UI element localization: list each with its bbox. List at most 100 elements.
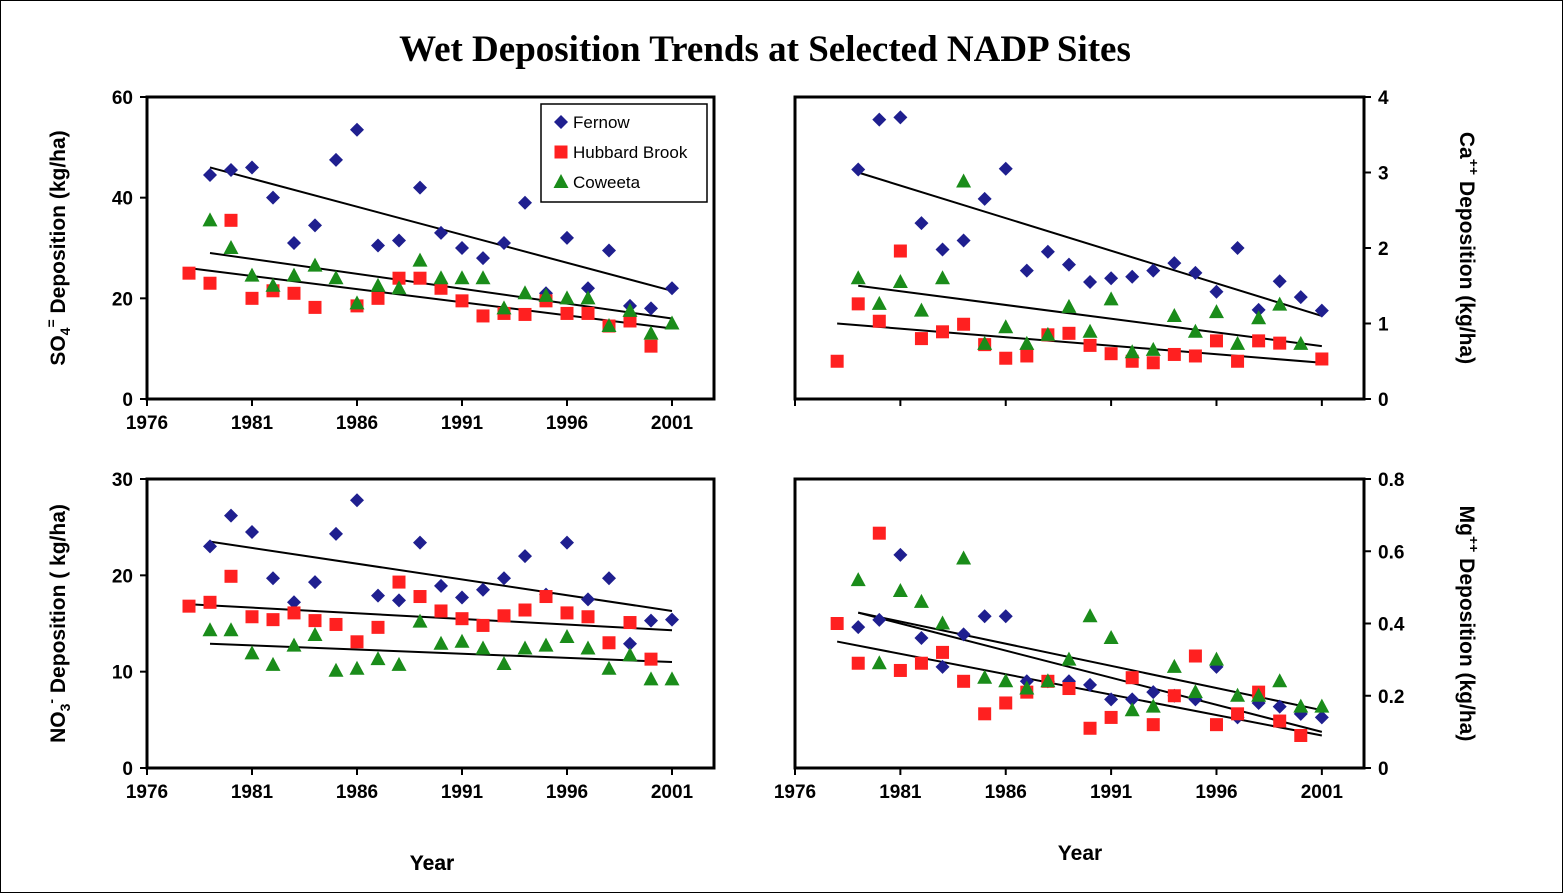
data-point-coweeta xyxy=(202,212,218,227)
data-point-hubbard-brook xyxy=(1231,354,1245,368)
data-point-hubbard-brook xyxy=(936,645,950,659)
data-point-fernow xyxy=(665,281,679,296)
data-point-hubbard-brook xyxy=(371,291,385,305)
data-point-fernow xyxy=(644,301,658,316)
data-point-coweeta xyxy=(1061,651,1077,666)
data-point-coweeta xyxy=(265,277,281,292)
data-point-hubbard-brook xyxy=(1020,349,1034,363)
data-point-hubbard-brook xyxy=(830,617,844,630)
data-point-hubbard-brook xyxy=(224,569,238,583)
data-point-hubbard-brook xyxy=(1083,721,1097,735)
data-point-fernow xyxy=(245,524,259,539)
data-point-coweeta xyxy=(1040,673,1056,688)
data-point-coweeta xyxy=(1187,684,1203,699)
y-tick-label: 4 xyxy=(1378,88,1389,109)
data-point-fernow xyxy=(392,233,406,248)
x-tick-label: 1991 xyxy=(441,413,484,434)
legend: Fernow Hubbard Brook Coweeta xyxy=(540,103,708,203)
data-point-fernow xyxy=(350,493,364,508)
y-tick-label: 40 xyxy=(112,189,133,210)
data-point-coweeta xyxy=(1272,673,1288,688)
data-point-hubbard-brook xyxy=(1083,338,1097,352)
data-point-hubbard-brook xyxy=(224,213,238,227)
data-point-coweeta xyxy=(1314,698,1330,713)
data-point-hubbard-brook xyxy=(999,696,1013,710)
y-tick-label: 0.8 xyxy=(1378,470,1404,491)
x-tick-label: 2001 xyxy=(651,413,694,434)
data-point-fernow xyxy=(872,612,887,627)
y-axis-label-no3: NO3- Deposition ( kg/ha) xyxy=(43,504,73,743)
data-point-fernow xyxy=(872,112,887,127)
y-tick-label: 0.4 xyxy=(1378,615,1405,636)
data-point-fernow xyxy=(1083,677,1098,692)
data-point-fernow xyxy=(1019,263,1034,278)
data-point-fernow xyxy=(1293,290,1308,305)
data-point-hubbard-brook xyxy=(914,332,928,346)
trend-line-hubbard-brook xyxy=(188,267,673,330)
y-tick-label: 0.2 xyxy=(1378,687,1404,708)
data-point-fernow xyxy=(392,593,406,608)
x-tick-label: 1981 xyxy=(879,782,922,803)
data-point-hubbard-brook xyxy=(1273,336,1287,350)
data-point-fernow xyxy=(434,578,448,593)
data-point-hubbard-brook xyxy=(999,351,1013,365)
data-point-coweeta xyxy=(433,270,449,285)
data-point-hubbard-brook xyxy=(371,620,385,634)
data-point-hubbard-brook xyxy=(914,656,928,670)
plot-area-ca xyxy=(793,95,1366,401)
data-point-coweeta xyxy=(664,671,680,686)
data-point-hubbard-brook xyxy=(581,610,595,624)
data-point-fernow xyxy=(1314,710,1329,725)
data-point-fernow xyxy=(371,588,385,603)
data-point-fernow xyxy=(581,281,595,296)
x-axis-label: Year xyxy=(410,852,454,875)
data-point-coweeta xyxy=(286,637,302,652)
data-point-fernow xyxy=(1104,271,1119,286)
data-point-fernow xyxy=(518,195,532,210)
y-tick-label: 2 xyxy=(1378,239,1389,260)
data-point-coweeta xyxy=(935,615,951,630)
legend-label-coweeta: Coweeta xyxy=(573,173,641,192)
data-point-hubbard-brook xyxy=(413,271,427,285)
data-point-coweeta xyxy=(871,295,887,310)
data-point-coweeta xyxy=(328,662,344,677)
data-point-hubbard-brook xyxy=(287,606,301,620)
y-tick-label: 20 xyxy=(112,289,133,310)
panel-mg: 0 0.2 0.4 0.6 0.8 1976 1981 1986 1991 1996 2001 Yea… xyxy=(774,470,1482,865)
data-point-hubbard-brook xyxy=(203,276,217,290)
data-point-hubbard-brook xyxy=(329,617,343,631)
data-point-fernow xyxy=(1125,692,1140,707)
x-tick-label: 1976 xyxy=(126,782,168,803)
data-point-hubbard-brook xyxy=(1104,347,1118,361)
data-point-hubbard-brook xyxy=(1188,649,1202,663)
data-point-coweeta xyxy=(1124,344,1140,359)
x-tick-label: 2001 xyxy=(1301,782,1344,803)
data-point-coweeta xyxy=(1293,698,1309,713)
data-point-coweeta xyxy=(1230,687,1246,702)
x-tick-label: 1976 xyxy=(126,413,168,434)
data-point-coweeta xyxy=(202,622,218,637)
data-point-fernow xyxy=(224,162,238,177)
data-point-hubbard-brook xyxy=(392,575,406,589)
data-point-coweeta xyxy=(349,660,365,675)
y-tick-label: 60 xyxy=(112,88,133,109)
data-point-coweeta xyxy=(643,325,659,340)
data-point-fernow xyxy=(308,218,322,233)
data-point-hubbard-brook xyxy=(957,674,971,688)
chart-title: Wet Deposition Trends at Selected NADP S… xyxy=(399,29,1131,70)
data-point-fernow xyxy=(434,225,448,240)
data-point-coweeta xyxy=(265,656,281,671)
data-point-coweeta xyxy=(1145,341,1161,356)
data-point-coweeta xyxy=(622,302,638,317)
data-point-fernow xyxy=(935,659,950,674)
data-point-fernow xyxy=(914,630,929,645)
y-tick-label: 0 xyxy=(122,390,133,411)
data-point-hubbard-brook xyxy=(1167,347,1181,361)
data-point-hubbard-brook xyxy=(872,314,886,328)
data-point-fernow xyxy=(266,571,280,586)
y-tick-label: 0 xyxy=(1378,759,1389,780)
data-point-hubbard-brook xyxy=(830,354,844,368)
data-point-hubbard-brook xyxy=(518,603,532,617)
data-point-fernow xyxy=(224,508,238,523)
